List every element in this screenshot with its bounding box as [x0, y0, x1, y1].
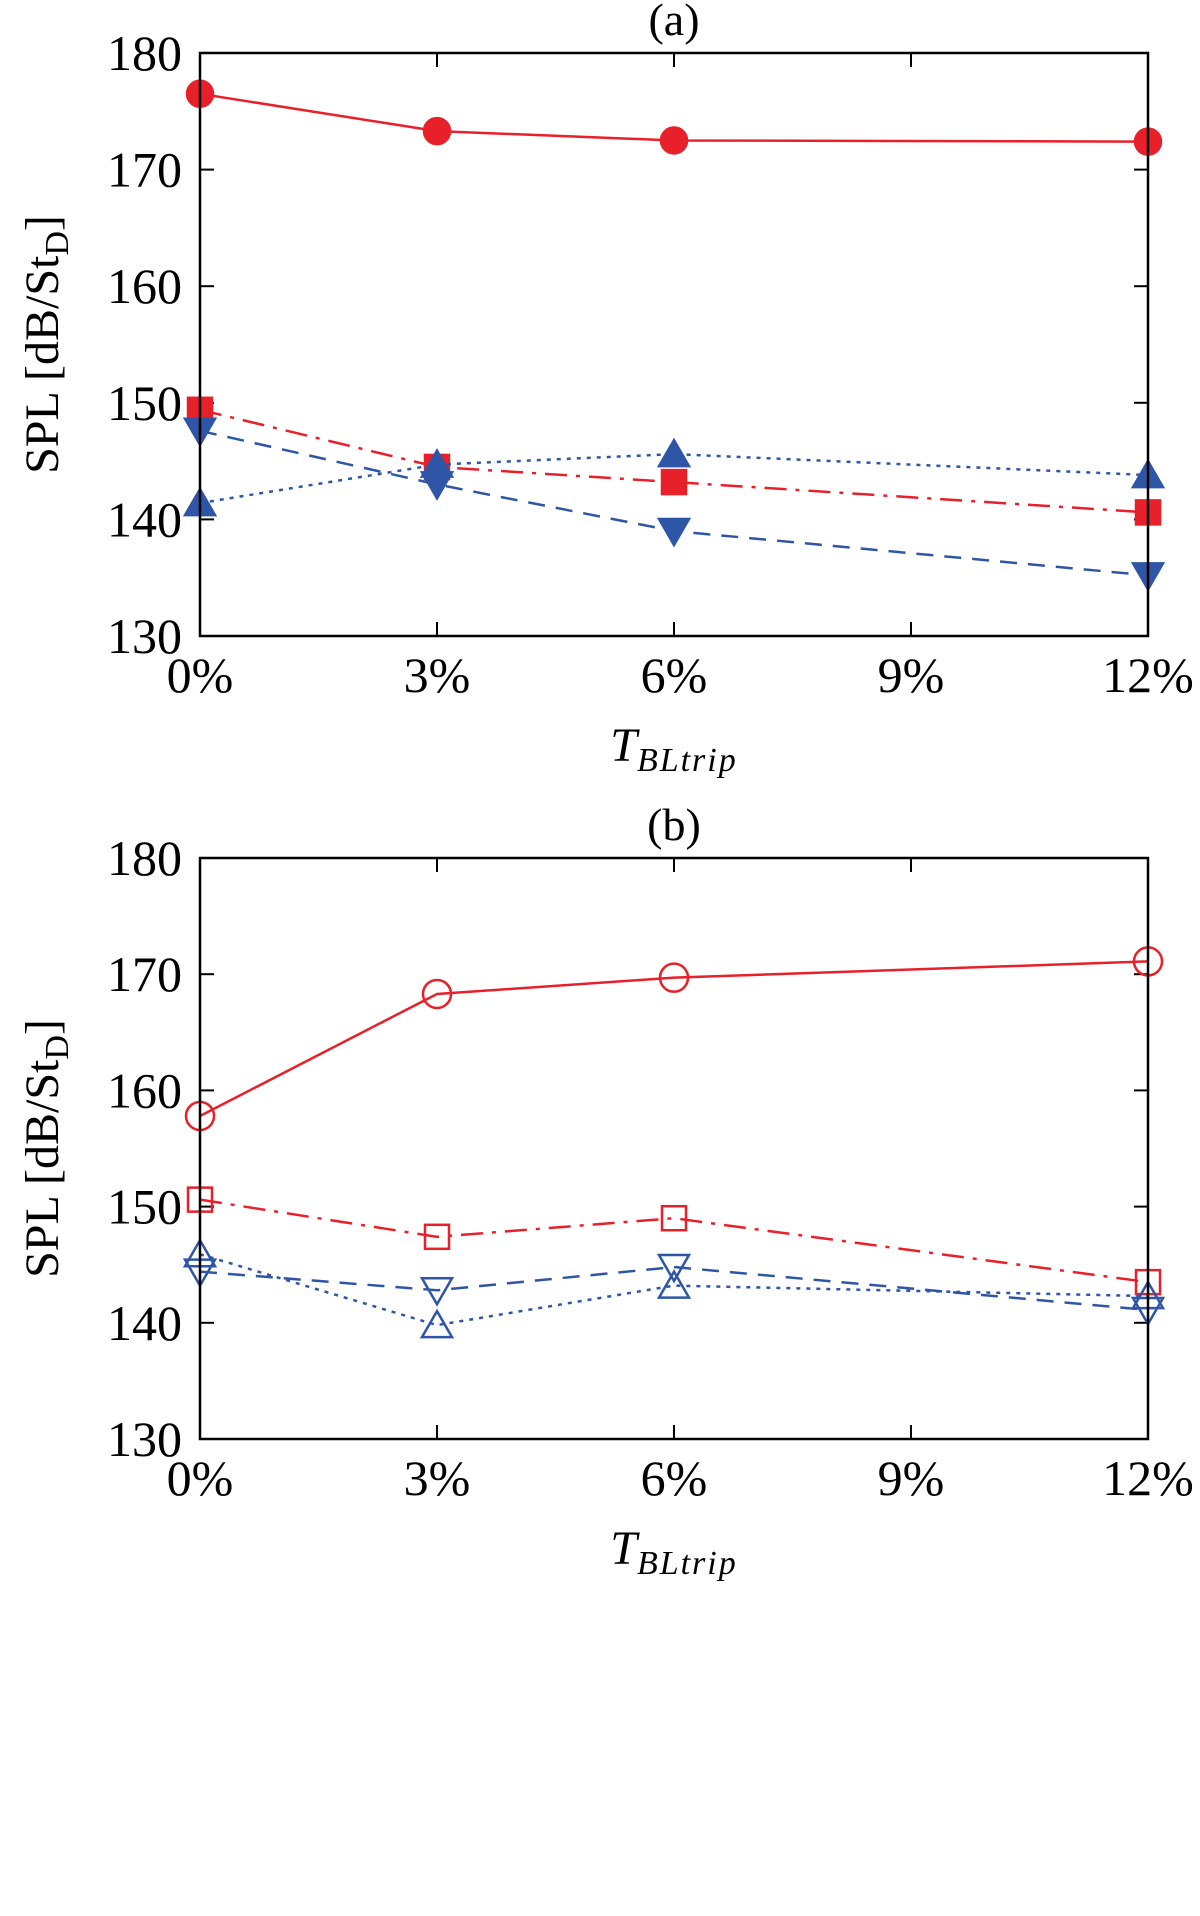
y-axis-label-main: SPL [dB/St	[16, 1059, 69, 1278]
data-point-triangle-down	[419, 1277, 455, 1307]
data-point-triangle-up	[419, 448, 455, 478]
x-tick-label: 6%	[641, 1450, 708, 1506]
x-tick-label: 0%	[167, 1450, 234, 1506]
x-tick-label: 12%	[1102, 647, 1194, 703]
y-tick-label: 170	[107, 142, 182, 198]
series-line-triangle-down	[199, 429, 1149, 577]
x-tick-label: 6%	[641, 647, 708, 703]
y-axis-label: SPL [dB/StD]	[16, 215, 76, 474]
data-point-circle	[421, 978, 453, 1010]
chart-panel-b: (b) 130 140 150 160 170 180 0% 3% 6% 9% 12% SPL [dB/…	[16, 799, 1194, 1582]
y-tick-label: 140	[107, 1295, 182, 1351]
y-axis-label-main: SPL [dB/St	[16, 255, 69, 474]
x-tick-label: 12%	[1102, 1450, 1194, 1506]
y-tick-label: 160	[107, 1062, 182, 1118]
series-line-circle	[199, 92, 1149, 143]
x-tick-label: 9%	[878, 647, 945, 703]
plot-frame	[198, 856, 1150, 1441]
plot-frame	[198, 51, 1150, 638]
series-line-triangle-up	[199, 1253, 1149, 1327]
series-line-square	[199, 1198, 1149, 1284]
y-tick-label: 150	[107, 375, 182, 431]
x-tick-label: 3%	[404, 647, 471, 703]
chart-title: (a)	[648, 0, 699, 45]
y-axis-label-subscript: D	[39, 231, 76, 256]
data-point-square	[660, 1204, 688, 1232]
chart-panel-a: (a) 130 140 150 160 170 180 0% 3% 6% 9% 12% SPL [dB/…	[16, 0, 1194, 779]
y-tick-label: 170	[107, 946, 182, 1002]
data-point-circle	[659, 126, 689, 155]
chart-title: (b)	[647, 799, 701, 850]
x-axis-label: TBLtrip	[610, 719, 738, 779]
x-axis-label-main: T	[610, 719, 640, 772]
data-point-square	[423, 1223, 451, 1251]
series-line-triangle-up	[199, 452, 1149, 505]
data-point-circle	[422, 116, 452, 146]
data-point-triangle-down	[656, 1253, 692, 1284]
data-point-triangle-down	[656, 517, 692, 548]
y-tick-label: 150	[107, 1179, 182, 1235]
x-axis-label-main: T	[610, 1522, 640, 1575]
y-axis-label-suffix: ]	[16, 215, 69, 231]
x-tick-label: 3%	[404, 1450, 471, 1506]
y-axis-label-subscript: D	[39, 1035, 76, 1060]
y-axis-label-suffix: ]	[16, 1019, 69, 1035]
y-tick-label: 180	[107, 25, 182, 81]
series-line-triangle-down	[199, 1265, 1149, 1312]
x-axis-label: TBLtrip	[610, 1522, 738, 1582]
x-tick-label: 9%	[878, 1450, 945, 1506]
y-tick-label: 180	[107, 830, 182, 886]
data-point-triangle-up	[656, 1269, 692, 1299]
series-line-circle	[199, 960, 1149, 1118]
data-point-triangle-up	[419, 1308, 455, 1339]
data-point-triangle-up	[656, 437, 692, 468]
x-axis-label-subscript: BLtrip	[637, 1545, 738, 1582]
y-axis-label: SPL [dB/StD]	[16, 1019, 76, 1278]
y-tick-label: 160	[107, 258, 182, 314]
x-tick-label: 0%	[167, 647, 234, 703]
y-tick-label: 130	[107, 608, 182, 664]
y-tick-label: 130	[107, 1411, 182, 1467]
x-axis-label-subscript: BLtrip	[637, 742, 738, 779]
series-line-square	[199, 408, 1149, 514]
y-tick-label: 140	[107, 491, 182, 547]
data-point-circle	[658, 962, 690, 993]
data-point-square	[660, 468, 688, 496]
